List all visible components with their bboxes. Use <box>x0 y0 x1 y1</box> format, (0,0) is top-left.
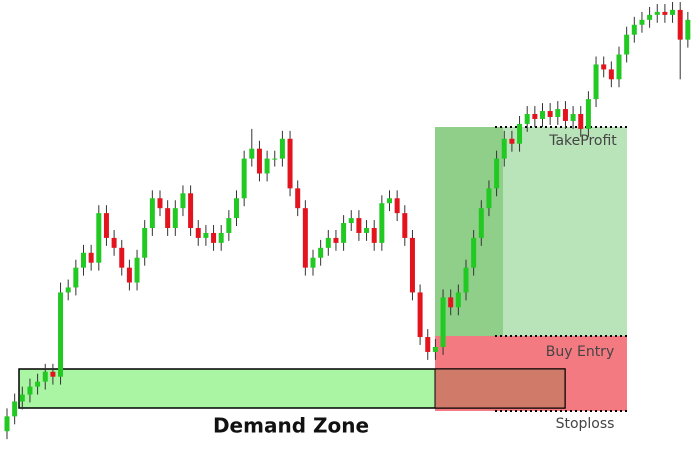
candle-body <box>165 208 171 228</box>
candle-body <box>578 114 584 129</box>
candle-body <box>394 198 400 214</box>
candle-body <box>432 346 438 352</box>
candle-body <box>295 188 301 209</box>
candle-body <box>88 252 94 263</box>
candle-body <box>65 287 71 293</box>
candle-body <box>211 232 217 243</box>
candle-body <box>279 138 285 159</box>
candles <box>4 1 691 440</box>
candle-body <box>234 198 239 219</box>
candle-body <box>302 208 308 268</box>
candle-body <box>4 416 10 432</box>
candle-body <box>364 228 370 233</box>
entry-label: Buy Entry <box>546 344 614 360</box>
candle-body <box>448 297 454 308</box>
candle-body <box>318 247 324 258</box>
candle-body <box>310 257 316 268</box>
candle-body <box>188 193 194 228</box>
candle-body <box>272 158 278 160</box>
candle-body <box>241 158 247 199</box>
candle-body <box>333 237 339 243</box>
candle-body <box>517 123 523 144</box>
candle-body <box>126 267 132 283</box>
candle-body <box>616 54 622 80</box>
candle-body <box>58 292 64 377</box>
candle-body <box>256 148 262 174</box>
candle-body <box>685 19 691 40</box>
candle-body <box>103 213 109 238</box>
candle-body <box>639 19 645 25</box>
candle-body <box>647 14 653 20</box>
candle-body <box>50 371 56 377</box>
candle-body <box>440 297 446 347</box>
candle-body <box>180 193 186 209</box>
candle-body <box>662 11 668 15</box>
candle-body <box>119 247 125 268</box>
candle-body <box>425 337 431 352</box>
candle-body <box>142 228 148 258</box>
candle-body <box>631 24 637 35</box>
candle-body <box>249 148 255 159</box>
candle-body <box>570 114 576 121</box>
candle-body <box>19 394 25 402</box>
candle-body <box>96 213 102 263</box>
candle-body <box>149 198 155 228</box>
candle-body <box>562 109 568 121</box>
candle-body <box>677 9 683 40</box>
candle-body <box>264 158 270 174</box>
candle-body <box>670 9 676 15</box>
candle-body <box>524 114 530 124</box>
candle-body <box>371 228 377 243</box>
candle-body <box>356 218 362 233</box>
candle-body <box>27 386 33 395</box>
zone-overlap <box>434 368 566 409</box>
candle-body <box>608 69 614 80</box>
candle-body <box>547 111 553 117</box>
candle-body <box>348 218 354 224</box>
candle-body <box>601 64 607 70</box>
stop-label: Stoploss <box>556 416 615 432</box>
candle-body <box>226 218 232 233</box>
zone-label: Demand Zone <box>213 414 369 438</box>
candle-body <box>287 138 293 189</box>
candle-body <box>157 198 163 209</box>
take-profit-label: TakeProfit <box>548 133 617 149</box>
candle-body <box>81 252 86 268</box>
candle-body <box>540 111 545 119</box>
candle-body <box>218 232 224 243</box>
candle-body <box>134 257 140 283</box>
candle-body <box>509 138 515 144</box>
entry-window <box>435 127 503 336</box>
candle-body <box>203 232 209 238</box>
candle-body <box>478 208 484 238</box>
candle-body <box>501 138 507 159</box>
candle-body <box>593 64 599 100</box>
candle-body <box>111 237 117 248</box>
candle-body <box>35 381 41 387</box>
candle-body <box>341 223 347 243</box>
candle-body <box>387 198 392 204</box>
candle-body <box>654 11 660 15</box>
candle-body <box>12 401 18 417</box>
candle-body <box>325 237 331 248</box>
candle-body <box>195 228 201 238</box>
candle-body <box>532 114 538 119</box>
candle-body <box>379 203 385 243</box>
candle-body <box>585 99 591 129</box>
candle-body <box>494 158 500 189</box>
candle-body <box>417 292 423 338</box>
candle-body <box>471 237 477 268</box>
candle-body <box>402 213 408 238</box>
candle-body <box>172 208 178 228</box>
candle-body <box>73 267 79 288</box>
candle-body <box>409 237 415 293</box>
candle-body <box>455 292 461 308</box>
candle-body <box>463 267 469 293</box>
candle-body <box>624 34 630 55</box>
candle-body <box>555 109 561 117</box>
candle-body <box>486 188 492 209</box>
candle-body <box>42 371 48 382</box>
